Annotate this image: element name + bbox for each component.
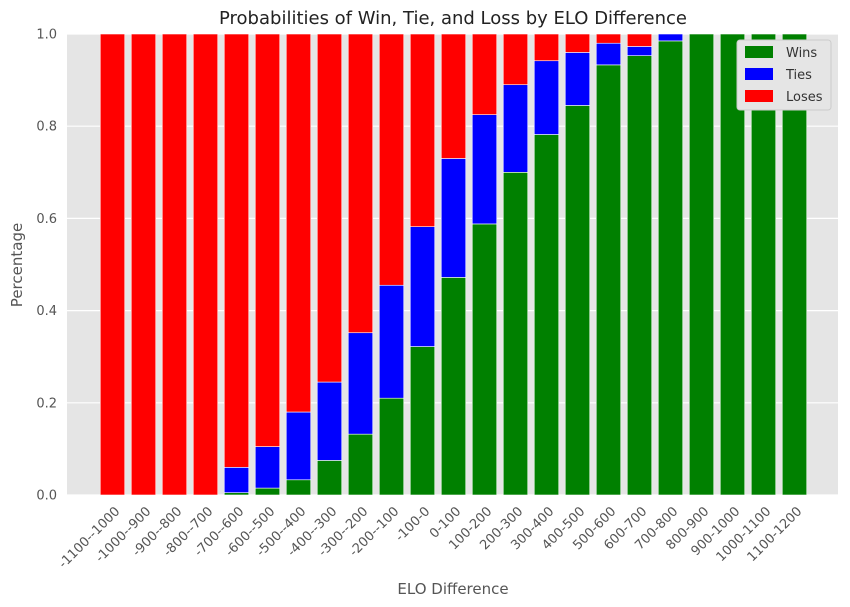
bar-loses-6 <box>285 33 312 413</box>
legend-swatch-loses <box>745 90 773 102</box>
bar-loses-10 <box>409 33 436 227</box>
bar-wins-21 <box>750 33 777 496</box>
legend-swatch-wins <box>745 46 773 58</box>
bar-ties-14 <box>533 60 560 135</box>
bar-wins-10 <box>409 346 436 496</box>
bar-wins-13 <box>502 172 529 496</box>
y-tick-labels: 0.0 0.2 0.4 0.6 0.8 1.0 <box>36 28 57 504</box>
bar-ties-12 <box>471 114 498 225</box>
bar-ties-7 <box>316 381 343 461</box>
bar-wins-18 <box>657 40 684 496</box>
bar-wins-22 <box>781 33 808 496</box>
bar-loses-11 <box>440 33 467 159</box>
bar-ties-18 <box>657 33 684 42</box>
legend: Wins Ties Loses <box>736 39 832 111</box>
bar-wins-17 <box>626 55 653 496</box>
bar-wins-9 <box>378 397 405 496</box>
bar-loses-15 <box>564 33 591 53</box>
bar-wins-4 <box>223 492 250 496</box>
bar-wins-16 <box>595 64 622 496</box>
x-tick-label: -100-0 <box>393 504 434 545</box>
bar-ties-9 <box>378 284 405 399</box>
legend-label-wins: Wins <box>786 46 817 61</box>
bar-loses-5 <box>254 33 281 447</box>
y-tick-label: 1.0 <box>36 28 57 43</box>
bar-wins-8 <box>347 433 374 496</box>
bar-wins-11 <box>440 277 467 496</box>
bar-wins-20 <box>719 33 746 496</box>
bar-loses-16 <box>595 33 622 44</box>
bar-ties-16 <box>595 42 622 66</box>
bar-loses-13 <box>502 33 529 86</box>
y-tick-label: 0.2 <box>36 396 57 411</box>
bar-ties-4 <box>223 467 250 493</box>
bar-ties-11 <box>440 158 467 278</box>
chart-title: Probabilities of Win, Tie, and Loss by E… <box>219 8 687 29</box>
bar-loses-17 <box>626 33 653 47</box>
bar-wins-12 <box>471 223 498 496</box>
bar-wins-6 <box>285 479 312 496</box>
bar-wins-7 <box>316 460 343 496</box>
bar-loses-8 <box>347 33 374 334</box>
bar-loses-0 <box>99 33 126 496</box>
y-tick-label: 0.8 <box>36 120 57 135</box>
bar-loses-1 <box>130 33 157 496</box>
bar-loses-3 <box>192 33 219 496</box>
y-tick-label: 0.4 <box>36 304 57 319</box>
bar-loses-14 <box>533 33 560 62</box>
bar-loses-7 <box>316 33 343 383</box>
bar-wins-19 <box>688 33 715 496</box>
bars <box>99 33 808 496</box>
bar-ties-5 <box>254 446 281 489</box>
legend-swatch-ties <box>745 68 773 80</box>
bar-ties-15 <box>564 52 591 106</box>
y-tick-label: 0.6 <box>36 212 57 227</box>
bar-ties-13 <box>502 84 529 173</box>
bar-loses-2 <box>161 33 188 496</box>
x-tick-labels: -1100--1000-1000--900-900--800-800--700-… <box>56 504 805 571</box>
y-axis-label: Percentage <box>8 223 26 307</box>
bar-ties-10 <box>409 226 436 347</box>
bar-ties-8 <box>347 332 374 435</box>
y-tick-label: 0.0 <box>36 489 57 504</box>
legend-label-loses: Loses <box>786 90 823 105</box>
bar-loses-12 <box>471 33 498 115</box>
x-axis-label: ELO Difference <box>397 580 508 598</box>
bar-ties-17 <box>626 46 653 56</box>
bar-ties-6 <box>285 411 312 481</box>
bar-loses-4 <box>223 33 250 468</box>
legend-label-ties: Ties <box>785 68 812 83</box>
bar-wins-15 <box>564 105 591 496</box>
bar-wins-5 <box>254 487 281 496</box>
bar-loses-9 <box>378 33 405 286</box>
bar-wins-14 <box>533 134 560 496</box>
